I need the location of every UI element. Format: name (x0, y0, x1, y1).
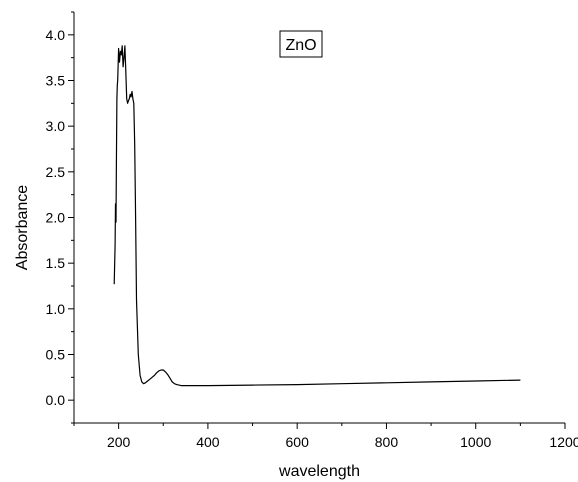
axes (73, 12, 565, 424)
y-tick-label: 1.5 (46, 255, 66, 271)
y-tick-label: 1.0 (46, 301, 66, 317)
x-tick-label: 1000 (460, 434, 491, 450)
y-tick-label: 4.0 (46, 27, 66, 43)
x-axis-title: wavelength (278, 463, 360, 480)
y-tick-label: 3.5 (46, 73, 66, 89)
legend-box (279, 30, 323, 58)
ticks (68, 11, 566, 429)
x-tick-label: 200 (107, 434, 131, 450)
legend-label: ZnO (285, 37, 316, 54)
y-tick-label: 2.0 (46, 210, 66, 226)
series-line-zno (113, 45, 521, 387)
x-tick-label: 800 (375, 434, 399, 450)
legend: ZnO (279, 30, 323, 58)
tick-labels: 200 400 600 800 1000 1200 0.0 0.5 1.0 1.5 2.0 2.5 3.… (46, 27, 578, 450)
x-tick-label: 600 (286, 434, 310, 450)
y-tick-label: 0.0 (46, 392, 66, 408)
y-tick-label: 2.5 (46, 164, 66, 180)
x-tick-label: 400 (196, 434, 220, 450)
x-tick-label: 1200 (549, 434, 578, 450)
y-tick-label: 3.0 (46, 118, 66, 134)
y-tick-label: 0.5 (46, 347, 66, 363)
y-axis-title: Absorbance (14, 185, 31, 270)
